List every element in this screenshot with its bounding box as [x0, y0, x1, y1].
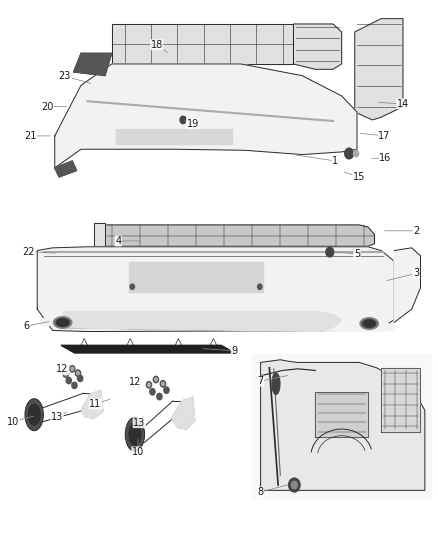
Ellipse shape	[25, 399, 43, 431]
Polygon shape	[64, 312, 342, 332]
Polygon shape	[355, 19, 403, 120]
Text: 16: 16	[371, 154, 392, 163]
Circle shape	[148, 383, 150, 386]
Text: 23: 23	[59, 71, 91, 83]
Ellipse shape	[53, 317, 72, 328]
Circle shape	[153, 376, 159, 383]
Circle shape	[150, 389, 155, 395]
Circle shape	[345, 148, 353, 159]
Text: 17: 17	[360, 131, 391, 141]
Polygon shape	[252, 354, 431, 498]
Ellipse shape	[272, 373, 280, 394]
Text: 18: 18	[151, 40, 167, 52]
Text: 11: 11	[89, 399, 110, 409]
Polygon shape	[94, 223, 105, 248]
Circle shape	[326, 247, 334, 257]
Ellipse shape	[125, 417, 145, 451]
Text: 19: 19	[184, 119, 199, 128]
Polygon shape	[129, 262, 263, 292]
Circle shape	[78, 375, 83, 382]
Text: 13: 13	[133, 417, 145, 427]
Polygon shape	[293, 24, 342, 69]
Text: 5: 5	[334, 249, 360, 259]
Text: 15: 15	[344, 172, 365, 182]
Text: 22: 22	[22, 247, 56, 256]
Polygon shape	[394, 248, 420, 322]
Circle shape	[63, 371, 68, 377]
Circle shape	[164, 387, 169, 393]
Polygon shape	[55, 64, 357, 168]
Text: 1: 1	[295, 155, 338, 166]
Polygon shape	[101, 225, 374, 246]
Polygon shape	[81, 390, 103, 418]
Text: 2: 2	[385, 226, 419, 236]
Circle shape	[353, 150, 359, 157]
Circle shape	[146, 382, 152, 388]
Circle shape	[70, 366, 75, 372]
Circle shape	[258, 284, 262, 289]
Polygon shape	[381, 368, 420, 432]
Polygon shape	[261, 360, 425, 490]
Circle shape	[64, 373, 67, 376]
Ellipse shape	[57, 319, 69, 326]
Circle shape	[160, 381, 166, 387]
Polygon shape	[74, 53, 112, 76]
Text: 14: 14	[379, 99, 409, 109]
Circle shape	[71, 367, 74, 370]
Text: 6: 6	[23, 321, 49, 331]
Polygon shape	[116, 129, 232, 144]
Ellipse shape	[28, 404, 40, 425]
Polygon shape	[61, 345, 234, 353]
Text: 8: 8	[258, 485, 288, 497]
Polygon shape	[55, 161, 77, 177]
Ellipse shape	[360, 318, 378, 329]
Text: 3: 3	[387, 269, 419, 280]
Polygon shape	[172, 397, 195, 429]
Polygon shape	[42, 309, 394, 332]
Circle shape	[72, 382, 77, 389]
Text: 9: 9	[203, 346, 237, 356]
Circle shape	[66, 377, 71, 384]
Circle shape	[157, 393, 162, 400]
Text: 12: 12	[129, 377, 141, 388]
Circle shape	[289, 478, 300, 492]
Text: 4: 4	[115, 236, 141, 246]
Circle shape	[162, 382, 164, 385]
Circle shape	[155, 378, 157, 381]
Text: 7: 7	[258, 376, 288, 386]
Text: 13: 13	[51, 412, 67, 422]
Polygon shape	[112, 24, 293, 64]
Circle shape	[180, 116, 186, 124]
Polygon shape	[37, 247, 394, 332]
Polygon shape	[315, 392, 368, 437]
Text: 10: 10	[132, 440, 144, 457]
Ellipse shape	[129, 423, 141, 446]
Text: 20: 20	[41, 102, 67, 111]
Text: 12: 12	[57, 365, 70, 374]
Circle shape	[77, 372, 79, 375]
Circle shape	[291, 481, 297, 489]
Ellipse shape	[363, 320, 375, 327]
Text: 10: 10	[7, 416, 34, 426]
Circle shape	[75, 370, 81, 376]
Circle shape	[130, 284, 134, 289]
Text: 21: 21	[25, 131, 50, 141]
